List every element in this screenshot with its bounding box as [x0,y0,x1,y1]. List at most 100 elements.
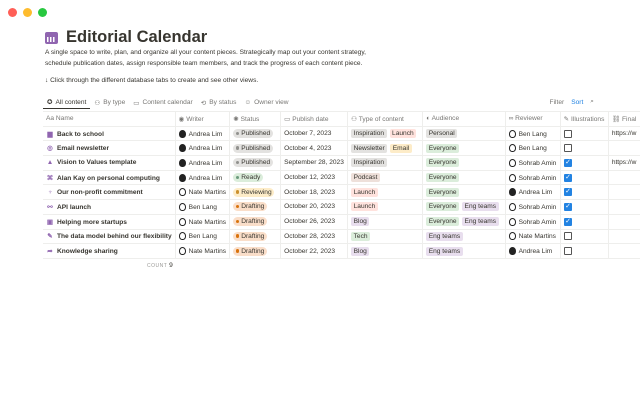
minimize-window-button[interactable] [23,8,32,17]
name-cell[interactable]: ◎ Email newsletter [43,140,176,157]
type-cell[interactable]: Newsletter Email [347,140,424,157]
illustrations-checkbox[interactable] [563,144,572,153]
audience-cell[interactable]: Everyone [422,170,506,186]
illustrations-checkbox[interactable] [563,202,572,211]
illustrations-checkbox[interactable] [563,158,572,167]
search-icon[interactable]: ⌕ [590,98,594,105]
type-cell[interactable]: Podcast [347,170,424,186]
audience-cell[interactable]: Everyone Eng teams [422,199,506,215]
audience-cell[interactable]: Eng teams [422,229,506,245]
final-cell[interactable] [608,243,640,259]
column-header-writer[interactable]: ◉ Writer [175,111,231,127]
status-cell[interactable]: Reviewing [229,184,282,201]
status-cell[interactable]: Drafting [229,214,282,230]
status-cell[interactable]: Drafting [229,243,282,259]
final-cell[interactable]: https://w [608,126,640,142]
reviewer-cell[interactable]: Nate Martins [505,229,561,245]
type-cell[interactable]: Inspiration [347,155,424,171]
writer-cell[interactable]: Nate Martins [175,243,231,259]
writer-cell[interactable]: Andrea Lim [175,170,231,186]
maximize-window-button[interactable] [38,8,47,17]
publish-date-cell[interactable]: October 20, 2023 [280,199,349,215]
tab-by-type[interactable]: ⚇ By type [90,96,129,109]
type-cell[interactable]: Launch [347,199,424,215]
column-header-status[interactable]: ✺ Status [229,111,282,127]
column-header-illustrations[interactable]: ✎ Illustrations [560,111,609,127]
illustrations-checkbox[interactable] [563,129,572,138]
sort-button[interactable]: Sort [571,98,584,106]
table-row[interactable]: ⌘ Alan Kay on personal computing Andrea L… [43,170,640,186]
name-cell[interactable]: ▣ Helping more startups [43,214,176,230]
writer-cell[interactable]: Andrea Lim [175,140,231,157]
status-cell[interactable]: Drafting [229,229,282,245]
illustrations-checkbox[interactable] [563,173,572,182]
writer-cell[interactable]: Ben Lang [175,229,231,245]
type-cell[interactable]: Inspiration Launch [347,126,424,142]
status-cell[interactable]: Published [229,126,282,142]
tab-owner-view[interactable]: ☺ Owner view [240,96,292,109]
table-row[interactable]: ✎ The data model behind our flexibility B… [43,229,640,245]
illustrations-checkbox[interactable] [563,187,572,197]
table-row[interactable]: ▲ Vision to Values template Andrea Lim Pu… [43,155,640,171]
reviewer-cell[interactable]: Sohrab Amin [505,214,561,230]
publish-date-cell[interactable]: October 26, 2023 [280,214,349,230]
column-header-reviewer[interactable]: ∞ Reviewer [505,111,561,127]
audience-cell[interactable]: Everyone Eng teams [422,214,506,230]
audience-cell[interactable]: Everyone [422,140,506,157]
publish-date-cell[interactable]: October 28, 2023 [280,229,349,245]
final-cell[interactable]: https://w [608,155,640,171]
status-cell[interactable]: Published [229,140,282,157]
column-header-publish-date[interactable]: ▭ Publish date [280,111,349,127]
name-cell[interactable]: ✎ The data model behind our flexibility [43,229,176,245]
reviewer-cell[interactable]: Sohrab Amin [505,170,561,186]
column-header-audience[interactable]: ◐ Audience [422,111,506,127]
reviewer-cell[interactable]: Sohrab Amin [505,155,561,171]
reviewer-cell[interactable]: Andrea Lim [505,243,561,259]
reviewer-cell[interactable]: Ben Lang [505,140,561,157]
type-cell[interactable]: Blog [347,243,424,259]
publish-date-cell[interactable]: October 7, 2023 [280,126,349,142]
final-cell[interactable] [608,140,640,157]
writer-cell[interactable]: Andrea Lim [175,155,231,171]
tab-all-content[interactable]: ✪ All content [43,96,91,109]
publish-date-cell[interactable]: October 12, 2023 [280,170,349,186]
tab-by-status[interactable]: ⟲ By status [197,96,241,109]
audience-cell[interactable]: Everyone [422,155,506,171]
type-cell[interactable]: Tech [347,229,424,245]
reviewer-cell[interactable]: Andrea Lim [505,184,561,201]
table-row[interactable]: ▆ Back to school Andrea Lim Published Oct… [43,126,640,142]
column-header-name[interactable]: Aa Name [43,111,176,127]
column-header-type-of-content[interactable]: ⚇ Type of content [347,111,424,127]
writer-cell[interactable]: Nate Martins [175,184,231,201]
name-cell[interactable]: ⌘ Alan Kay on personal computing [43,170,176,186]
publish-date-cell[interactable]: October 22, 2023 [280,243,349,259]
final-cell[interactable] [608,229,640,245]
column-header-final[interactable]: ⛓ Final [608,111,640,127]
audience-cell[interactable]: Eng teams [422,243,506,259]
name-cell[interactable]: ▆ Back to school [43,126,176,142]
table-row[interactable]: ♆ Our non-profit commitment Nate Martins … [43,184,640,201]
table-row[interactable]: ➦ Knowledge sharing Nate Martins Drafting… [43,243,640,259]
type-cell[interactable]: Blog [347,214,424,230]
status-cell[interactable]: Ready [229,170,282,186]
final-cell[interactable] [608,184,640,201]
name-cell[interactable]: ➦ Knowledge sharing [43,243,176,259]
final-cell[interactable] [608,199,640,215]
tab-content-calendar[interactable]: ▭ Content calendar [129,96,196,109]
final-cell[interactable] [608,170,640,186]
illustrations-checkbox[interactable] [563,247,572,256]
reviewer-cell[interactable]: Sohrab Amin [505,199,561,215]
name-cell[interactable]: ▲ Vision to Values template [43,155,176,171]
table-row[interactable]: ▣ Helping more startups Nate Martins Draf… [43,214,640,230]
close-window-button[interactable] [8,8,17,17]
publish-date-cell[interactable]: September 28, 2023 [280,155,349,171]
name-cell[interactable]: ♆ Our non-profit commitment [43,184,176,201]
final-cell[interactable] [608,214,640,230]
publish-date-cell[interactable]: October 18, 2023 [280,184,349,201]
writer-cell[interactable]: Nate Martins [175,214,231,230]
name-cell[interactable]: ⚯ API launch [43,199,176,215]
illustrations-checkbox[interactable] [563,232,572,241]
publish-date-cell[interactable]: October 4, 2023 [280,140,349,157]
status-cell[interactable]: Published [229,155,282,171]
writer-cell[interactable]: Ben Lang [175,199,231,215]
